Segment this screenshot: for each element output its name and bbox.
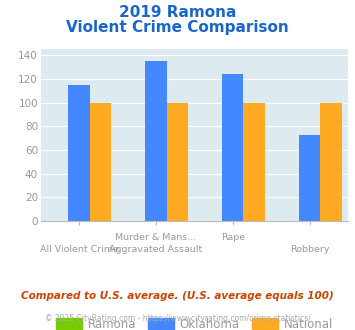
Bar [320, 103, 342, 221]
Text: All Violent Crime: All Violent Crime [40, 245, 119, 254]
Text: Robbery: Robbery [290, 245, 329, 254]
Bar [69, 85, 90, 221]
Text: 2019 Ramona: 2019 Ramona [119, 5, 236, 20]
Bar [222, 74, 244, 221]
Bar [90, 103, 111, 221]
Text: Aggravated Assault: Aggravated Assault [109, 245, 203, 254]
Bar [244, 103, 265, 221]
Legend: Ramona, Oklahoma, National: Ramona, Oklahoma, National [51, 313, 338, 330]
Text: © 2025 CityRating.com - https://www.cityrating.com/crime-statistics/: © 2025 CityRating.com - https://www.city… [45, 314, 310, 323]
Text: Rape: Rape [221, 233, 245, 242]
Bar [167, 103, 188, 221]
Bar [145, 61, 167, 221]
Text: Murder & Mans...: Murder & Mans... [115, 233, 197, 242]
Bar [299, 135, 320, 221]
Text: Violent Crime Comparison: Violent Crime Comparison [66, 20, 289, 35]
Text: Compared to U.S. average. (U.S. average equals 100): Compared to U.S. average. (U.S. average … [21, 291, 334, 301]
